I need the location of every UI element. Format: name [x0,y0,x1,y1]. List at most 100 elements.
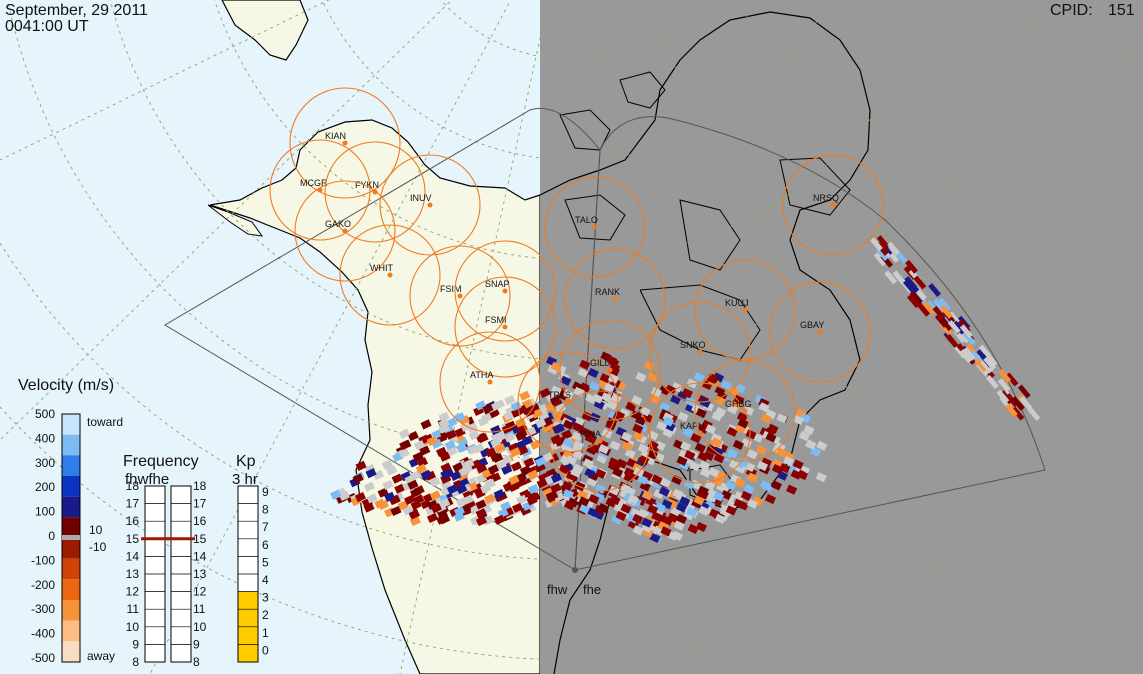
freq-tick-label-right: 16 [193,514,207,528]
station-range-circle [649,382,751,484]
station-label: TPAS [548,390,571,400]
station-label: INUV [410,193,432,203]
station-dot [597,438,603,444]
freq-tick-label-left: 9 [132,637,139,651]
station-dot [502,288,508,294]
station-label: GBAY [800,320,824,330]
frequency-legend-subtitle: fhwfhe [125,471,169,488]
freq-tick-label-right: 18 [193,479,207,493]
station-dot [502,324,508,330]
station-range-circle [294,180,396,282]
velocity-legend: Velocity (m/s) 500 400 300 200 100 0 -100 -200 -… [18,377,123,665]
magnetometer-stations: KIAN MCGR FYKN INUV GAKO WHIT FSIM SNAP FSMI ATHA… [269,87,884,492]
station-range-circle [559,319,661,421]
station-range-circle [269,139,371,241]
station-dot [697,349,703,355]
station-range-circle [649,301,751,403]
inner-label-neg: -10 [89,540,107,554]
kp-legend: Kp 3 hr 9 8 7 6 5 4 3 2 1 0 [232,453,269,663]
velocity-tick-label: 0 [48,529,55,543]
kp-tick-label: 7 [262,520,269,534]
station-whit: WHIT [339,224,441,326]
velocity-tick-label: -200 [31,578,55,592]
freq-tick-label-left: 12 [126,585,140,599]
freq-tick-label-left: 16 [126,514,140,528]
velocity-tick-label: -500 [31,651,55,665]
station-dot [342,140,348,146]
station-dot [592,224,598,230]
station-range-circle [454,240,556,342]
station-label: ATHA [470,370,493,380]
station-gako: GAKO [294,180,396,282]
kp-tick-label: 2 [262,608,269,622]
station-label: SNAP [485,279,510,289]
velocity-tick-label: -300 [31,602,55,616]
station-dot [387,272,393,278]
frequency-legend: Frequency fhwfhe 18 18 17 17 16 16 15 15 14 14 13 1… [123,453,207,669]
station-label: PINA [580,429,601,439]
station-rank: RANK [564,248,666,350]
station-dot [817,329,823,335]
station-range-circle [564,248,666,350]
station-dot [607,367,613,373]
station-fsim: FSIM [409,245,511,347]
header-date: September, 29 2011 [5,2,148,19]
station-range-circle [339,224,441,326]
kp-legend-subtitle: 3 hr [232,471,258,488]
inner-label-pos: 10 [89,523,103,537]
station-label: FSMI [485,315,507,325]
radar-site-dot [572,567,578,573]
freq-tick-label-left: 13 [126,567,140,581]
station-label: SNKO [680,340,706,350]
header-cpid-label: CPID: [1050,2,1093,19]
velocity-tick-label: 100 [35,505,55,519]
station-dot [372,189,378,195]
away-label: away [87,649,115,663]
kp-tick-label: 0 [262,643,269,657]
kp-tick-label: 1 [262,626,269,640]
station-range-circle [769,281,871,383]
station-pina: PINA [549,390,651,492]
station-label: NRSQ [813,193,839,203]
station-range-circle [324,141,426,243]
station-ghbg: GHBG [694,360,796,462]
station-range-circle [439,331,541,433]
station-label: FSIM [440,284,462,294]
freq-tick-label-right: 8 [193,655,200,669]
freq-tick-label-right: 10 [193,620,207,634]
freq-tick-label-right: 14 [193,549,207,563]
station-dot [742,307,748,313]
station-label: KIAN [325,131,346,141]
kp-tick-label: 6 [262,538,269,552]
freq-tick-label-left: 8 [132,655,139,669]
kp-tick-label: 5 [262,555,269,569]
station-dot [427,202,433,208]
station-dot [830,202,836,208]
freq-tick-label-left: 17 [126,497,140,511]
kp-legend-title: Kp [236,453,256,470]
velocity-tick-label: -400 [31,627,55,641]
station-label: TALO [575,215,598,225]
station-label: GILL [590,358,610,368]
station-dot [612,296,618,302]
kp-tick-label: 3 [262,591,269,605]
freq-tick-label-right: 11 [193,602,206,616]
station-atha: ATHA [439,331,541,433]
station-dot [742,408,748,414]
station-mcgr: MCGR [269,139,371,241]
station-kian: KIAN [289,87,401,199]
station-label: GAKO [325,219,351,229]
station-gbay: GBAY [769,281,871,383]
freq-tick-label-right: 12 [193,585,207,599]
station-range-circle [289,87,401,199]
station-range-circle [454,276,556,378]
velocity-tick-label: 500 [35,407,55,421]
freq-tick-label-right: 17 [193,497,207,511]
station-range-circle [694,360,796,462]
radar-site-fhw-label: fhw [547,582,568,597]
station-nrsq: NRSQ [782,154,884,256]
header-cpid-value: 151 [1108,2,1135,19]
kp-tick-label: 8 [262,503,269,517]
station-range-circle [782,154,884,256]
